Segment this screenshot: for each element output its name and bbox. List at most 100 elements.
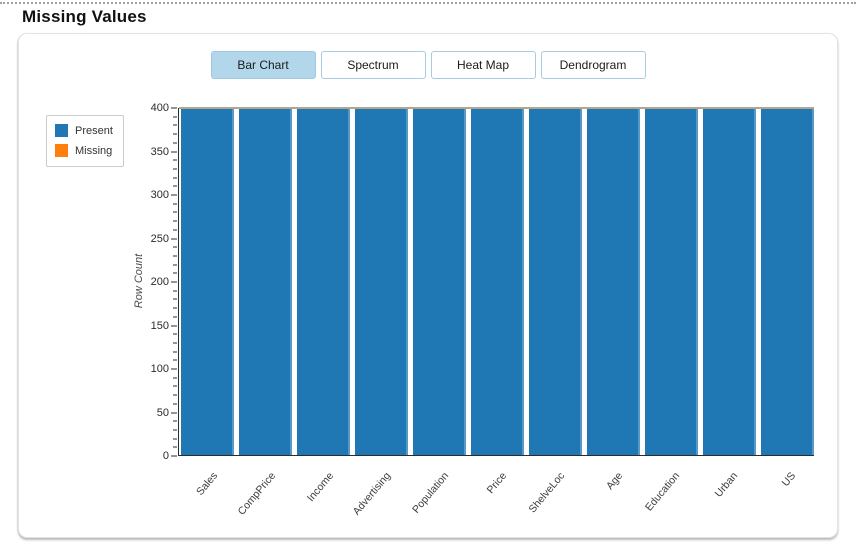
y-major-tick xyxy=(171,194,177,196)
legend-label-present: Present xyxy=(75,124,113,137)
bar-slot xyxy=(297,108,350,455)
y-tick-label: 250 xyxy=(150,232,169,245)
tab-bar-chart[interactable]: Bar Chart xyxy=(210,51,316,79)
bar-slot xyxy=(355,108,408,455)
window-resize-divider[interactable] xyxy=(0,2,856,4)
y-minor-tick xyxy=(173,220,177,222)
bar-slot xyxy=(645,108,698,455)
y-major-tick xyxy=(171,325,177,326)
y-major-tick xyxy=(171,151,177,152)
x-tick-label: Population xyxy=(410,470,452,516)
y-minor-tick xyxy=(173,298,177,300)
bars xyxy=(179,108,814,455)
y-minor-tick xyxy=(173,211,177,213)
bar-income[interactable] xyxy=(297,108,350,455)
y-minor-tick xyxy=(173,333,177,335)
y-minor-tick xyxy=(173,438,177,440)
y-minor-tick xyxy=(173,142,177,144)
tab-heat-map-label: Heat Map xyxy=(456,58,510,72)
bar-sales[interactable] xyxy=(181,108,234,455)
tab-heat-map[interactable]: Heat Map xyxy=(430,51,536,79)
view-tabs: Bar Chart Spectrum Heat Map Dendrogram xyxy=(19,51,837,79)
legend-label-missing: Missing xyxy=(75,144,113,157)
y-minor-tick xyxy=(173,290,177,292)
legend-item-present: Present xyxy=(55,124,115,137)
bar-slot xyxy=(761,108,814,455)
y-minor-tick xyxy=(173,116,177,118)
y-major-tick xyxy=(171,368,177,370)
bar-us[interactable] xyxy=(761,108,814,455)
tab-spectrum-label: Spectrum xyxy=(347,58,399,72)
y-tick-label: 300 xyxy=(150,189,169,201)
y-minor-tick xyxy=(173,420,177,422)
y-minor-tick xyxy=(173,185,177,187)
tab-dendrogram-label: Dendrogram xyxy=(559,58,627,72)
bar-slot xyxy=(239,108,292,455)
missing-values-panel: Bar Chart Spectrum Heat Map Dendrogram P… xyxy=(18,33,838,538)
y-minor-tick xyxy=(173,351,177,353)
y-minor-tick xyxy=(173,377,177,379)
y-minor-tick xyxy=(173,124,177,126)
present-swatch-icon xyxy=(55,124,68,137)
y-minor-tick xyxy=(173,203,177,205)
y-minor-tick xyxy=(173,229,177,231)
y-major-tick xyxy=(171,412,177,413)
x-tick-label: Age xyxy=(603,470,625,493)
bar-shelveloc[interactable] xyxy=(529,108,582,455)
y-minor-tick xyxy=(173,272,177,274)
y-minor-tick xyxy=(173,168,177,170)
y-major-tick xyxy=(171,455,177,457)
bar-education[interactable] xyxy=(645,108,698,455)
x-tick-label: Sales xyxy=(194,470,221,498)
y-minor-tick xyxy=(173,342,177,344)
y-minor-tick xyxy=(173,446,177,448)
y-minor-tick xyxy=(173,359,177,361)
page-title: Missing Values xyxy=(22,7,147,26)
y-major-tick xyxy=(171,281,177,283)
y-minor-tick xyxy=(173,385,177,387)
x-tick-label: ShelveLoc xyxy=(526,470,568,516)
tab-spectrum[interactable]: Spectrum xyxy=(320,51,426,79)
y-minor-tick xyxy=(173,264,177,266)
bar-slot xyxy=(413,108,466,455)
y-minor-tick xyxy=(173,316,177,318)
tab-bar-chart-label: Bar Chart xyxy=(237,58,289,72)
y-minor-tick xyxy=(173,429,177,431)
y-minor-tick xyxy=(173,133,177,135)
plot-top-line xyxy=(179,107,814,109)
x-axis-labels: Sales CompPrice Income Advertising Populatio… xyxy=(178,462,814,530)
y-minor-tick xyxy=(173,394,177,396)
y-tick-label: 350 xyxy=(150,145,169,158)
y-tick-label: 0 xyxy=(162,450,169,462)
x-tick-label: Income xyxy=(304,470,336,505)
y-tick-label: 400 xyxy=(150,102,169,114)
bar-population[interactable] xyxy=(413,108,466,455)
y-minor-tick xyxy=(173,246,177,248)
y-minor-tick xyxy=(173,177,177,179)
bar-slot xyxy=(703,108,756,455)
x-tick-label: Price xyxy=(484,470,510,497)
y-minor-tick xyxy=(173,307,177,309)
missing-swatch-icon xyxy=(55,144,68,157)
legend-item-missing: Missing xyxy=(55,144,115,157)
y-tick-label: 50 xyxy=(156,406,169,419)
tab-dendrogram[interactable]: Dendrogram xyxy=(540,51,646,79)
y-major-tick xyxy=(171,238,177,239)
bar-age[interactable] xyxy=(587,108,640,455)
x-tick-label: CompPrice xyxy=(235,470,278,518)
x-tick-label: Education xyxy=(643,470,683,514)
bar-slot xyxy=(471,108,524,455)
plot-area xyxy=(178,107,814,456)
y-minor-tick xyxy=(173,403,177,405)
bar-slot xyxy=(587,108,640,455)
bar-slot xyxy=(529,108,582,455)
bar-price[interactable] xyxy=(471,108,524,455)
legend: Present Missing xyxy=(46,115,124,167)
y-tick-label: 200 xyxy=(150,276,169,288)
y-tick-label: 100 xyxy=(150,363,169,375)
bar-urban[interactable] xyxy=(703,108,756,455)
x-tick-label: Urban xyxy=(712,470,741,500)
bar-advertising[interactable] xyxy=(355,108,408,455)
x-tick-label: Advertising xyxy=(350,470,394,518)
bar-compprice[interactable] xyxy=(239,108,292,455)
